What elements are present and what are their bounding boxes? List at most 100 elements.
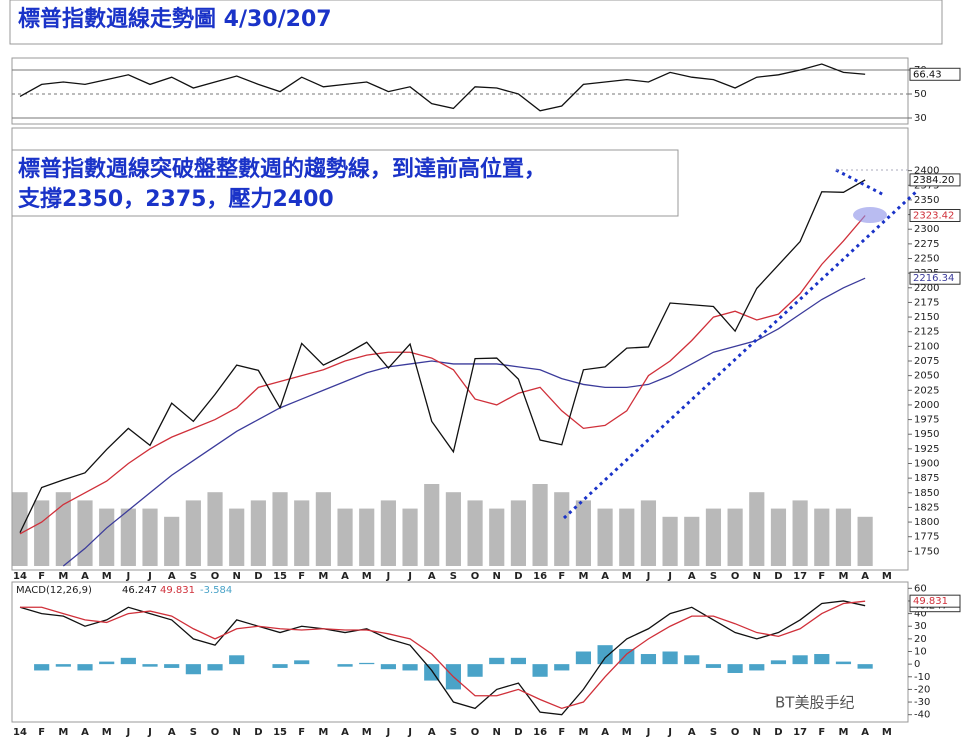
y-tick-label: -10 bbox=[914, 672, 930, 683]
bar bbox=[294, 500, 310, 566]
x-tick-label: J bbox=[407, 571, 412, 582]
x-tick-label: M bbox=[838, 571, 848, 582]
bar bbox=[554, 664, 570, 671]
y-tick-label: 1750 bbox=[914, 546, 939, 557]
x-tick-label: 17 bbox=[793, 571, 807, 582]
bar bbox=[402, 508, 418, 566]
bar bbox=[272, 492, 288, 566]
chart-title: 標普指數週線走勢圖 4/30/207 bbox=[18, 6, 332, 32]
bar bbox=[835, 508, 852, 566]
x-tick-label: N bbox=[233, 571, 241, 582]
x-tick-label: M bbox=[838, 727, 848, 738]
x-tick-label: 14 bbox=[13, 571, 27, 582]
x-tick-label: 15 bbox=[273, 727, 287, 738]
x-tick-label: F bbox=[38, 571, 45, 582]
x-tick-label: J bbox=[667, 727, 672, 738]
x-tick-label: A bbox=[428, 727, 436, 738]
x-tick-label: 16 bbox=[533, 571, 547, 582]
x-tick-label: J bbox=[147, 571, 152, 582]
bar bbox=[814, 654, 830, 665]
bar bbox=[55, 664, 71, 667]
bar bbox=[99, 661, 115, 665]
x-tick-label: D bbox=[254, 571, 262, 582]
y-tick-label: 1825 bbox=[914, 502, 939, 513]
x-tick-label: D bbox=[254, 727, 262, 738]
x-tick-label: M bbox=[58, 571, 68, 582]
x-tick-label: A bbox=[341, 727, 349, 738]
bar bbox=[705, 664, 722, 668]
bar bbox=[12, 492, 28, 566]
bar bbox=[770, 508, 787, 566]
x-tick-label: O bbox=[471, 571, 480, 582]
bar bbox=[402, 664, 418, 671]
bar bbox=[142, 664, 158, 667]
bar bbox=[207, 492, 223, 566]
bar bbox=[229, 655, 245, 665]
bar bbox=[142, 508, 158, 566]
x-tick-label: S bbox=[190, 727, 197, 738]
series-line bbox=[19, 215, 866, 535]
y-tick-label: 2025 bbox=[914, 385, 939, 396]
bar bbox=[510, 500, 526, 566]
bar bbox=[359, 662, 375, 665]
bar bbox=[749, 492, 765, 566]
x-tick-label: A bbox=[428, 571, 436, 582]
bar bbox=[120, 657, 136, 665]
x-tick-label: A bbox=[861, 571, 869, 582]
y-tick-label: 1975 bbox=[914, 415, 939, 426]
y-tick-label: 2100 bbox=[914, 341, 939, 352]
y-tick-label: 2400 bbox=[914, 166, 939, 177]
x-tick-label: O bbox=[731, 727, 740, 738]
y-tick-label: 2150 bbox=[914, 312, 939, 323]
y-tick-label: -30 bbox=[914, 697, 930, 708]
bar bbox=[272, 664, 288, 668]
bar bbox=[467, 664, 483, 677]
bar bbox=[532, 484, 548, 566]
bar bbox=[684, 655, 700, 665]
x-tick-label: A bbox=[601, 727, 609, 738]
bar bbox=[619, 508, 635, 566]
x-tick-label: M bbox=[622, 727, 632, 738]
bar bbox=[185, 664, 201, 675]
value-label-box bbox=[909, 173, 961, 187]
x-tick-label: J bbox=[125, 727, 130, 738]
value-label-box bbox=[909, 67, 961, 81]
x-tick-label: D bbox=[774, 727, 782, 738]
x-tick-label: A bbox=[688, 727, 696, 738]
y-tick-label: 2125 bbox=[914, 327, 939, 338]
x-tick-label: M bbox=[578, 571, 588, 582]
title-box bbox=[9, 0, 943, 45]
x-tick-label: M bbox=[102, 727, 112, 738]
bar bbox=[662, 516, 678, 566]
y-tick-label: 20 bbox=[914, 634, 927, 645]
x-tick-label: J bbox=[646, 727, 651, 738]
legend-value: 49.831 bbox=[160, 585, 195, 596]
y-tick-label: -20 bbox=[914, 684, 930, 695]
series-line bbox=[19, 63, 866, 112]
x-tick-label: J bbox=[147, 727, 152, 738]
value-label: 2323.42 bbox=[913, 210, 954, 221]
legend-value: -3.584 bbox=[200, 585, 232, 596]
bar bbox=[315, 492, 331, 566]
bar bbox=[55, 492, 71, 566]
x-tick-label: N bbox=[753, 727, 761, 738]
x-tick-label: O bbox=[471, 727, 480, 738]
x-tick-label: F bbox=[298, 571, 305, 582]
series-line bbox=[19, 600, 866, 716]
bar bbox=[597, 645, 613, 665]
x-tick-label: N bbox=[753, 571, 761, 582]
bar bbox=[597, 508, 613, 566]
x-tick-label: F bbox=[558, 727, 565, 738]
bar bbox=[554, 492, 570, 566]
y-tick-label: 1850 bbox=[914, 488, 939, 499]
value-label: 66.43 bbox=[913, 69, 942, 80]
bar bbox=[857, 516, 873, 566]
legend-value: 46.247 bbox=[122, 585, 157, 596]
bar bbox=[120, 508, 136, 566]
value-label-box bbox=[909, 208, 961, 222]
x-tick-label: 16 bbox=[533, 727, 547, 738]
bar bbox=[380, 664, 396, 670]
y-tick-label: -40 bbox=[914, 710, 930, 721]
y-tick-label: 30 bbox=[914, 621, 927, 632]
x-tick-label: N bbox=[493, 727, 501, 738]
